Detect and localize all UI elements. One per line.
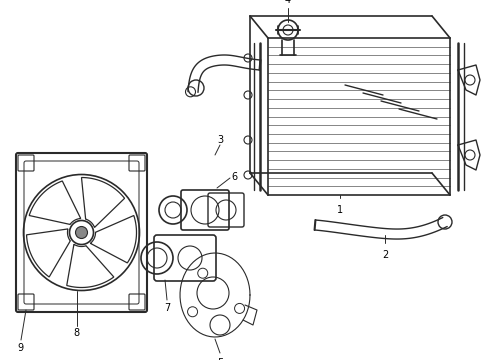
Text: 1: 1 (337, 205, 343, 215)
Text: 4: 4 (285, 0, 291, 5)
Text: 8: 8 (74, 328, 79, 338)
Circle shape (75, 226, 88, 238)
Text: 5: 5 (217, 358, 223, 360)
Text: 7: 7 (164, 303, 170, 313)
Text: 2: 2 (382, 250, 388, 260)
Text: 9: 9 (17, 343, 23, 353)
Text: 3: 3 (217, 135, 223, 145)
Text: 6: 6 (231, 172, 237, 182)
